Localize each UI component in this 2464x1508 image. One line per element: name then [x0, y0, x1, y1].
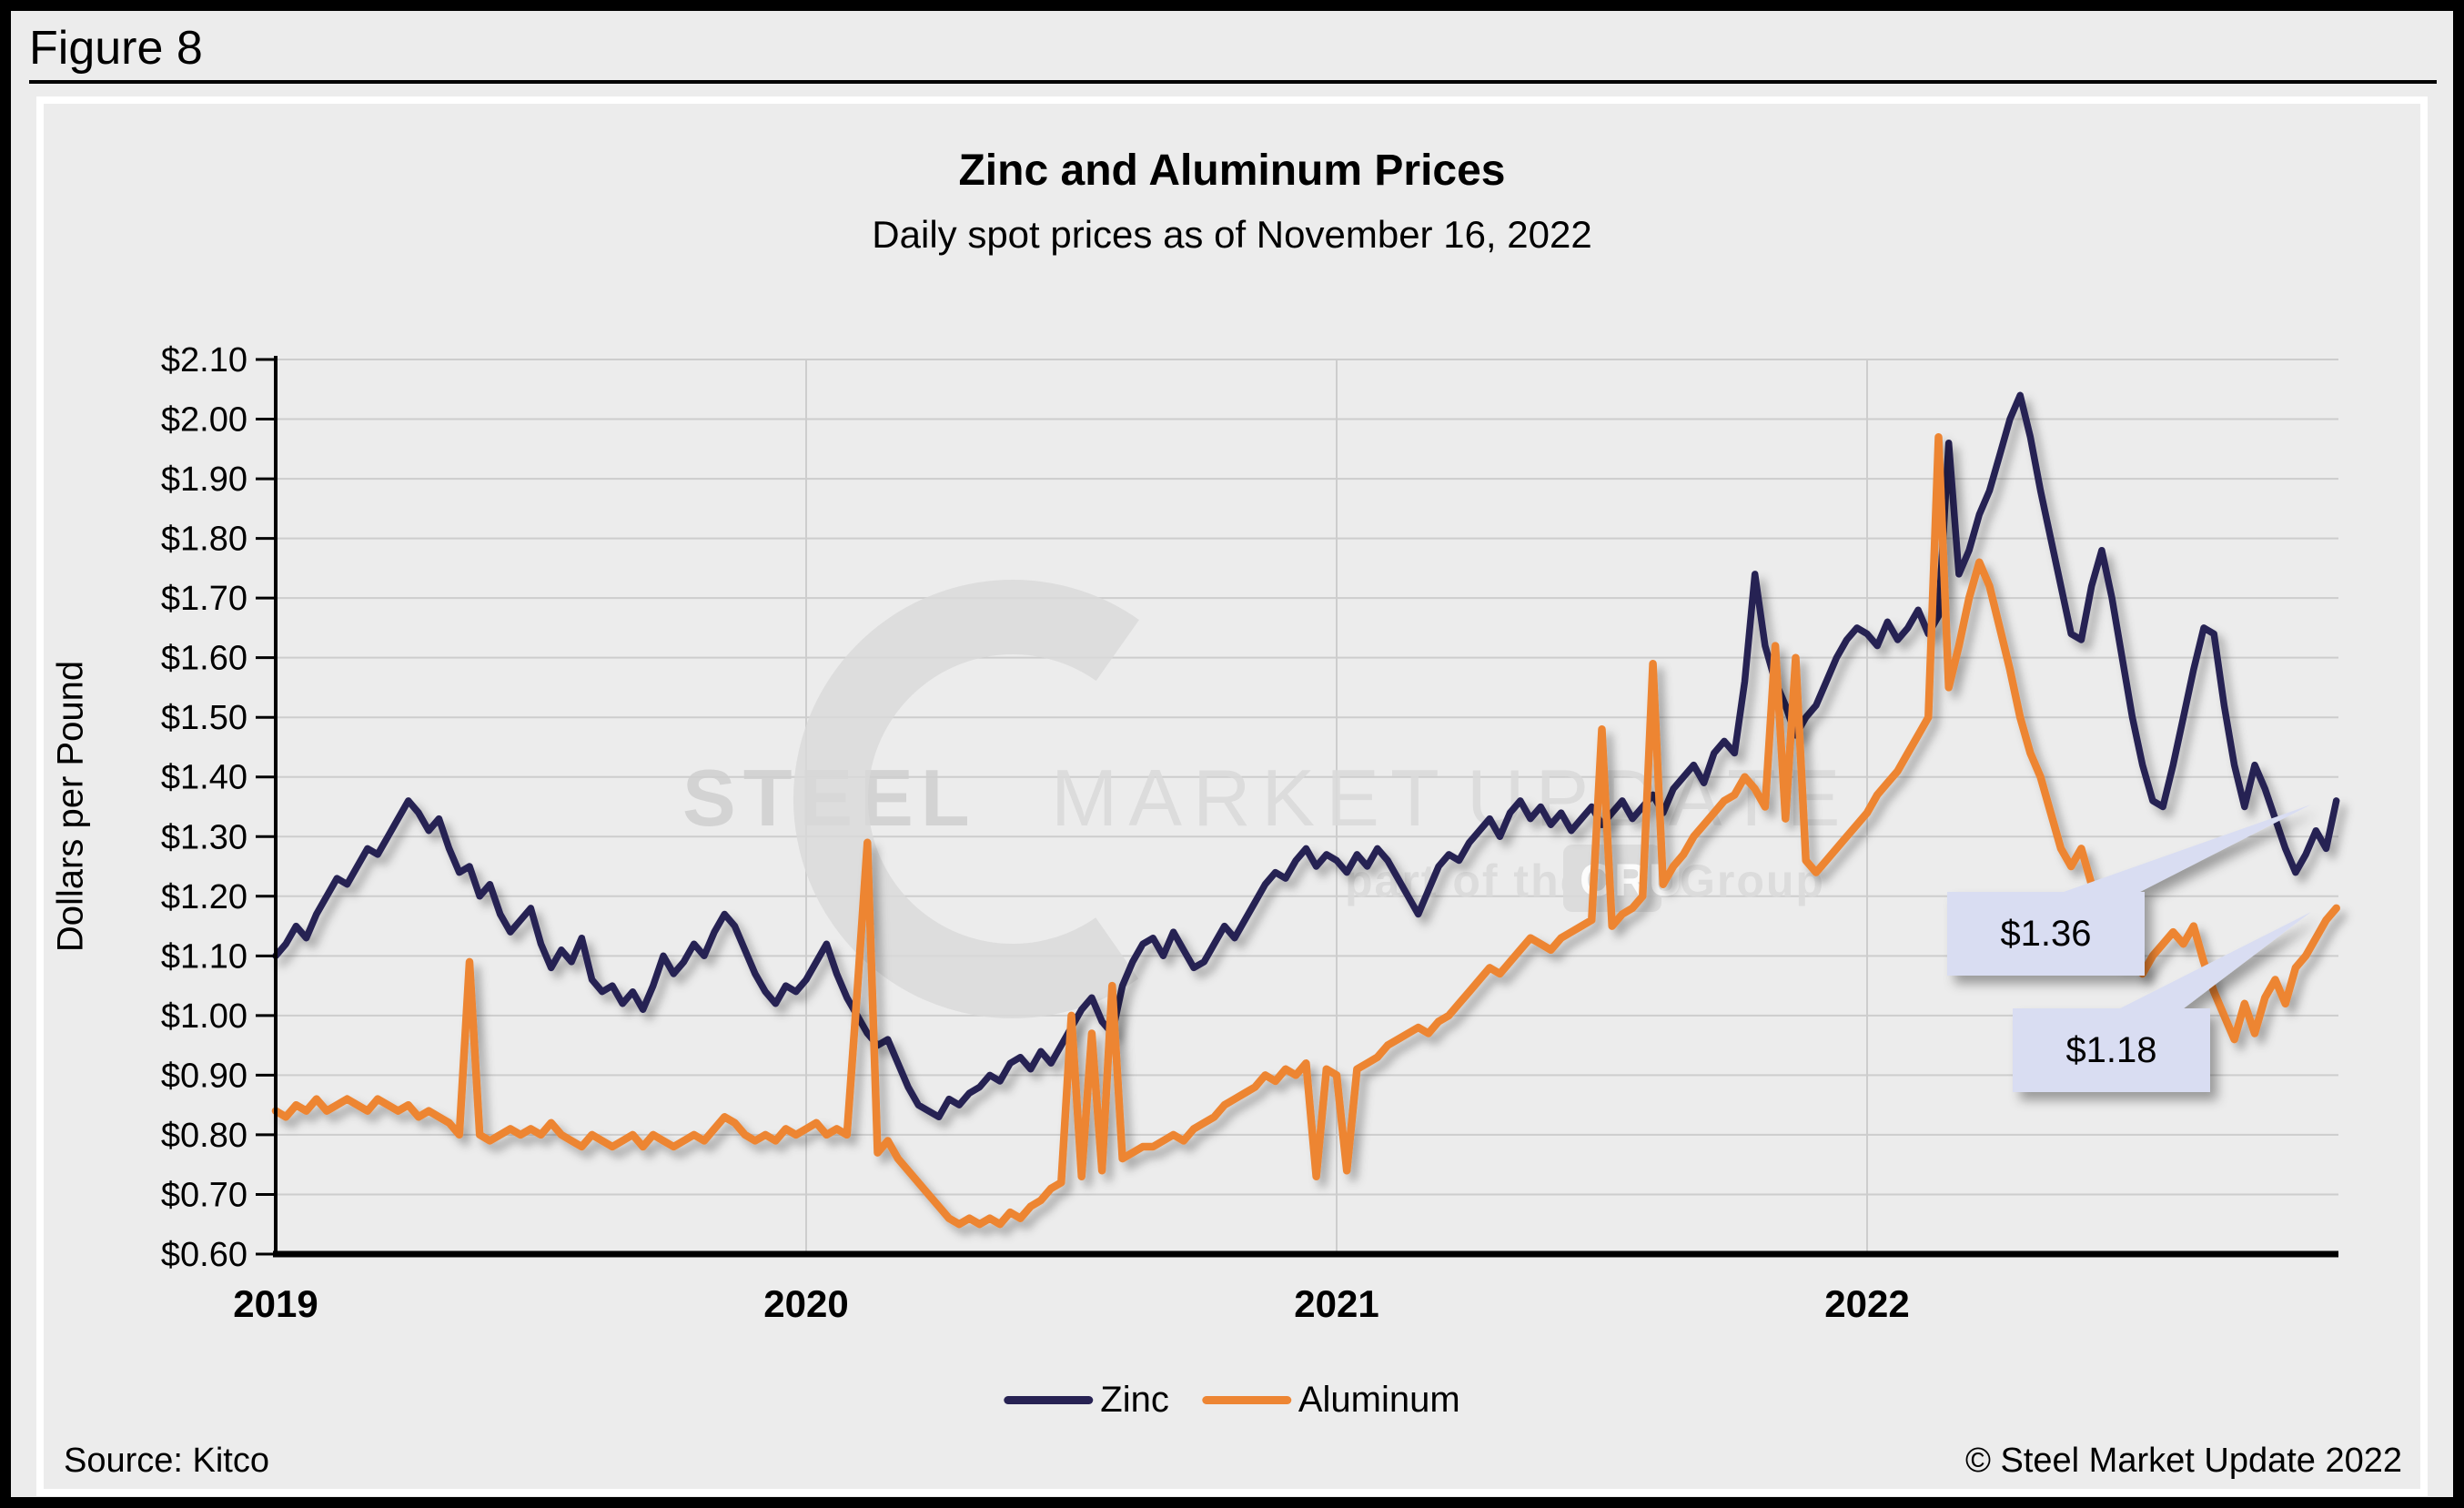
y-axis-title: Dollars per Pound	[50, 660, 91, 953]
y-tick-label: $1.90	[161, 460, 247, 499]
figure-divider	[29, 80, 2437, 84]
callout-zinc: $1.36	[1947, 892, 2145, 976]
chart-frame	[36, 96, 2428, 1496]
x-tick-label: 2022	[1824, 1282, 1909, 1325]
y-tick-label: $2.00	[161, 401, 247, 440]
y-tick-label: $0.70	[161, 1176, 247, 1214]
chart-subtitle: Daily spot prices as of November 16, 202…	[872, 213, 1592, 256]
y-tick-label: $1.00	[161, 997, 247, 1036]
legend-label-zinc: Zinc	[1100, 1380, 1169, 1420]
y-tick-label: $1.60	[161, 640, 247, 678]
copyright-note: © Steel Market Update 2022	[1964, 1442, 2402, 1480]
callout-zinc-shape	[1947, 805, 2311, 976]
aluminum-line-swatch	[1201, 1396, 1291, 1404]
figure-label: Figure 8	[29, 22, 203, 75]
y-tick-label: $2.10	[161, 341, 247, 380]
y-tick-label: $1.30	[161, 818, 247, 856]
legend-item-aluminum: Aluminum	[1201, 1380, 1460, 1421]
watermark-tagline-prefix: part of the	[1345, 855, 1587, 906]
zinc-line	[272, 391, 2340, 1121]
legend: Zinc Aluminum	[1004, 1380, 1460, 1421]
zinc-line-swatch	[1004, 1396, 1094, 1404]
chart-title: Zinc and Aluminum Prices	[958, 147, 1506, 195]
y-tick-label: $1.50	[161, 699, 247, 737]
y-tick-label: $1.20	[161, 878, 247, 916]
y-tick-label: $0.80	[161, 1117, 247, 1155]
x-tick-label: 2020	[763, 1282, 848, 1325]
x-tick-label: 2019	[233, 1282, 318, 1325]
callout-zinc-value: $1.36	[2000, 913, 2092, 954]
legend-label-aluminum: Aluminum	[1298, 1380, 1460, 1420]
aluminum-line	[271, 432, 2340, 1229]
callout-aluminum: $1.18	[2013, 1008, 2210, 1092]
y-tick-label: $1.70	[161, 580, 247, 618]
y-tick-label: $1.10	[161, 937, 247, 976]
figure-canvas	[11, 11, 2453, 1497]
callout-aluminum-shape	[2013, 912, 2311, 1092]
watermark-word-market: MARKET	[1051, 753, 1450, 843]
watermark-tagline-suffix: Group	[1680, 855, 1825, 906]
callout-aluminum-value: $1.18	[2065, 1029, 2157, 1070]
legend-item-zinc: Zinc	[1004, 1380, 1169, 1421]
y-tick-label: $1.80	[161, 521, 247, 559]
source-note: Source: Kitco	[64, 1442, 269, 1480]
y-tick-label: $0.60	[161, 1236, 247, 1274]
x-tick-label: 2021	[1294, 1282, 1378, 1325]
y-tick-label: $1.40	[161, 759, 247, 797]
y-tick-label: $0.90	[161, 1057, 247, 1095]
